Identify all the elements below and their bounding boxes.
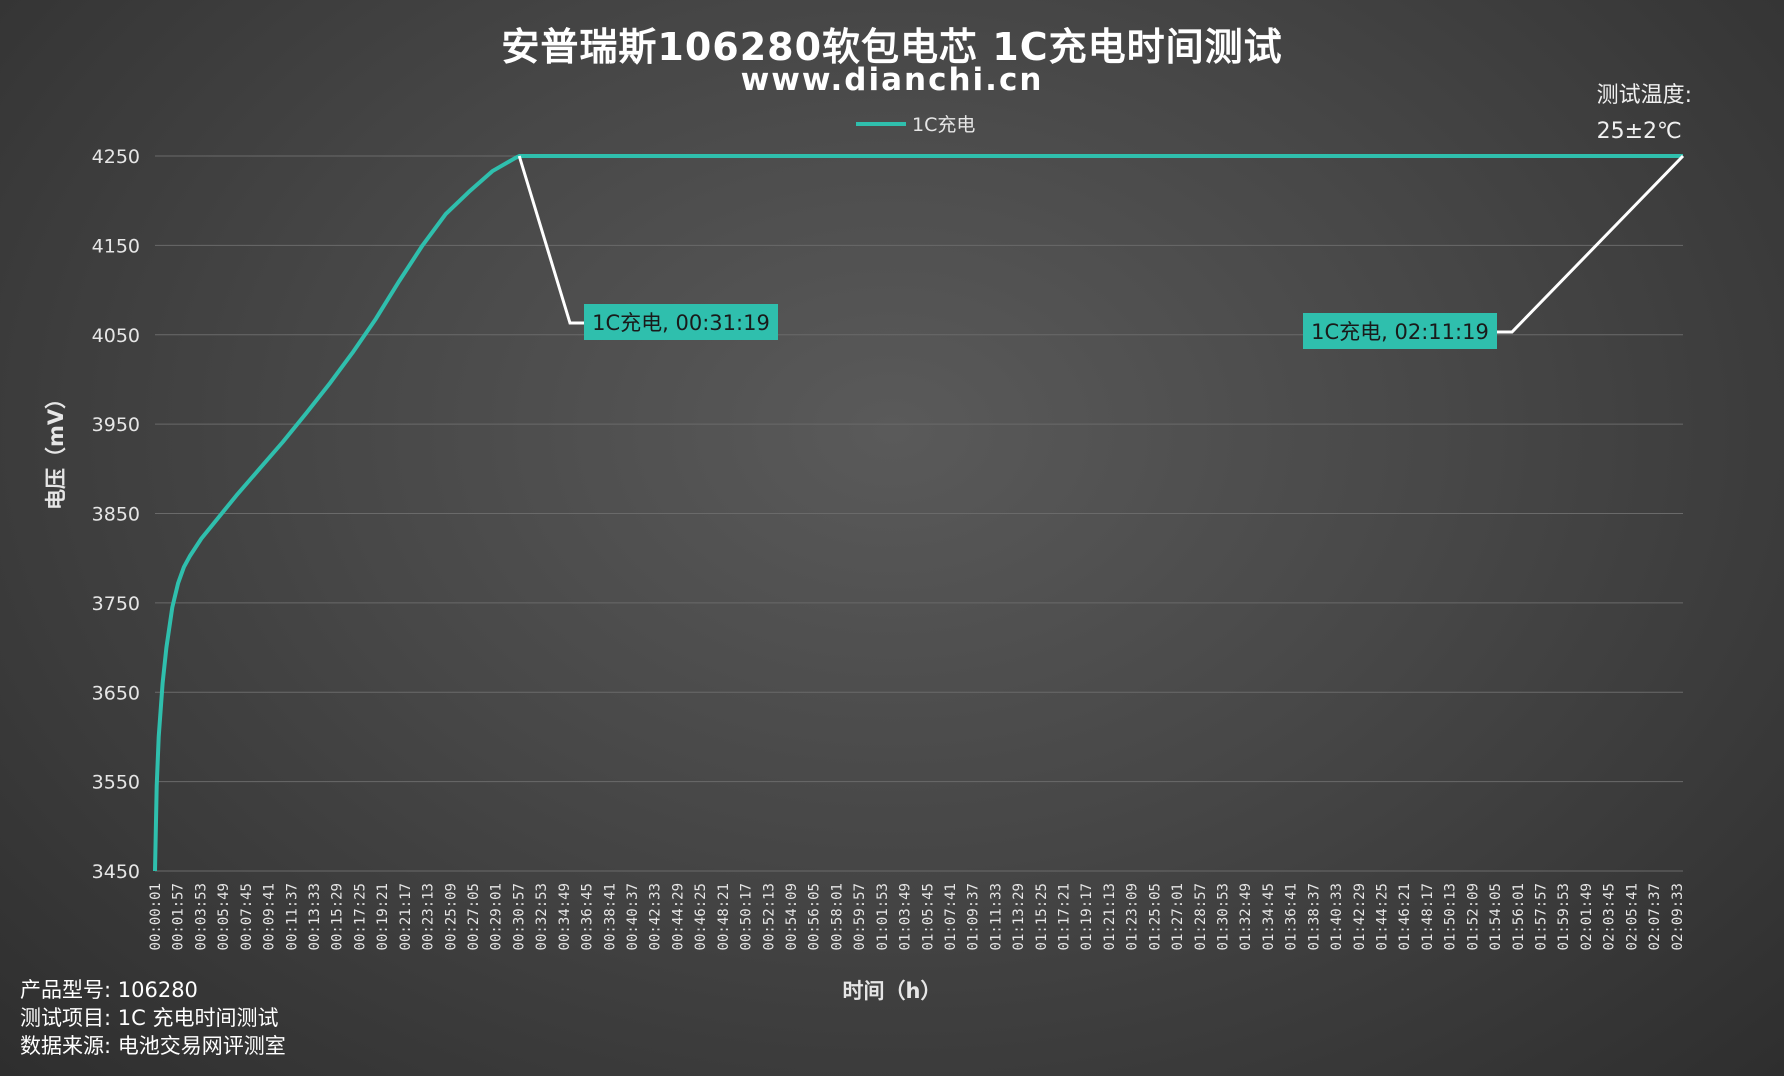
x-tick-label: 00:52:13 [761, 883, 777, 950]
x-tick-label: 00:44:29 [670, 883, 686, 950]
x-tick-label: 01:32:49 [1238, 883, 1254, 950]
footer-info: 产品型号: 106280 测试项目: 1C 充电时间测试 数据来源: 电池交易网… [20, 976, 286, 1060]
x-tick-label: 00:15:29 [330, 883, 346, 950]
x-tick-label: 01:05:45 [920, 883, 936, 950]
temperature-note: 测试温度: 25±2℃ [1597, 78, 1692, 150]
x-tick-label: 01:44:25 [1375, 883, 1391, 950]
x-tick-label: 00:05:49 [216, 883, 232, 950]
x-tick-label: 00:54:09 [784, 883, 800, 950]
x-tick-label: 00:34:49 [557, 883, 573, 950]
annotation-box [584, 304, 778, 340]
annotation-box [1303, 313, 1497, 349]
x-tick-label: 00:29:01 [489, 883, 505, 950]
y-tick-label: 4050 [92, 325, 140, 347]
x-tick-label: 00:23:13 [421, 883, 437, 950]
x-tick-label: 02:07:37 [1647, 883, 1663, 950]
x-tick-label: 00:40:37 [625, 883, 641, 950]
annotation-leader [517, 155, 584, 325]
x-tick-label: 01:46:21 [1397, 883, 1413, 950]
x-tick-label: 01:09:37 [966, 883, 982, 950]
x-tick-label: 00:50:17 [739, 883, 755, 950]
y-tick-label: 4150 [92, 235, 140, 257]
chart-subtitle: www.dianchi.cn [740, 62, 1044, 98]
legend: 1C充电 [856, 110, 975, 137]
x-tick-label: 00:38:41 [602, 883, 618, 950]
y-tick-label: 3950 [92, 414, 140, 436]
x-tick-label: 01:23:09 [1125, 883, 1141, 950]
x-tick-label: 01:15:25 [1034, 883, 1050, 950]
footer-model: 产品型号: 106280 [20, 978, 198, 1002]
x-tick-label: 02:01:49 [1579, 883, 1595, 950]
x-tick-label: 00:25:09 [443, 883, 459, 950]
x-tick-label: 00:36:45 [580, 883, 596, 950]
y-tick-label: 4250 [92, 146, 140, 168]
x-tick-label: 02:03:45 [1602, 883, 1618, 950]
annotation-label: 1C充电, 00:31:19 [592, 311, 770, 335]
legend-swatch [856, 121, 906, 126]
temperature-value: 25±2℃ [1596, 119, 1682, 144]
y-tick-label: 3550 [92, 772, 140, 794]
x-tick-label: 01:13:29 [1011, 883, 1027, 950]
x-tick-label: 01:57:57 [1534, 883, 1550, 950]
y-tick-label: 3450 [92, 861, 140, 883]
x-tick-label: 00:58:01 [829, 883, 845, 950]
x-tick-label: 01:42:29 [1352, 883, 1368, 950]
x-tick-label: 00:27:05 [466, 883, 482, 950]
temperature-label: 测试温度: [1596, 83, 1692, 108]
x-tick-label: 01:03:49 [898, 883, 914, 950]
y-tick-label: 3750 [92, 593, 140, 615]
x-tick-label: 01:11:33 [988, 883, 1004, 950]
footer-test-item: 测试项目: 1C 充电时间测试 [20, 1006, 279, 1030]
x-tick-label: 00:46:25 [693, 883, 709, 950]
x-tick-label: 00:07:45 [239, 883, 255, 950]
x-tick-label: 02:09:33 [1670, 883, 1686, 950]
x-tick-label: 02:05:41 [1624, 883, 1640, 950]
legend-label: 1C充电 [912, 114, 976, 136]
x-axis-label: 时间（h） [842, 979, 942, 1003]
x-tick-label: 00:42:33 [648, 883, 664, 950]
footer-source: 数据来源: 电池交易网评测室 [20, 1034, 286, 1058]
series-line-1c-charge [153, 154, 1683, 872]
x-tick-label: 01:25:05 [1147, 883, 1163, 950]
x-tick-label: 00:32:53 [534, 883, 550, 950]
x-tick-label: 00:59:57 [852, 883, 868, 950]
x-tick-label: 00:00:01 [148, 883, 164, 950]
x-tick-label: 01:27:01 [1170, 883, 1186, 950]
x-tick-label: 00:30:57 [511, 883, 527, 950]
x-tick-label: 01:19:17 [1079, 883, 1095, 950]
y-tick-label: 3650 [92, 682, 140, 704]
chart-title: 安普瑞斯106280软包电芯 1C充电时间测试 [501, 25, 1283, 69]
x-tick-label: 00:13:33 [307, 883, 323, 950]
x-tick-label: 01:07:41 [943, 883, 959, 950]
x-tick-label: 00:48:21 [716, 883, 732, 950]
x-tick-label: 00:03:53 [193, 883, 209, 950]
x-tick-label: 01:21:13 [1102, 883, 1118, 950]
x-tick-label: 01:56:01 [1511, 883, 1527, 950]
x-tick-label: 00:21:17 [398, 883, 414, 950]
annotation-leader [1497, 154, 1685, 334]
x-tick-label: 01:38:37 [1306, 883, 1322, 950]
x-tick-label: 01:01:53 [875, 883, 891, 950]
x-tick-label: 01:50:13 [1443, 883, 1459, 950]
x-tick-label: 00:09:41 [262, 883, 278, 950]
x-tick-label: 00:56:05 [807, 883, 823, 950]
x-tick-label: 00:11:37 [284, 883, 300, 950]
x-tick-label: 01:17:21 [1057, 883, 1073, 950]
x-tick-label: 01:52:09 [1465, 883, 1481, 950]
x-tick-label: 01:59:53 [1556, 883, 1572, 950]
x-tick-label: 01:48:17 [1420, 883, 1436, 950]
x-tick-label: 01:30:53 [1216, 883, 1232, 950]
x-tick-label: 01:54:05 [1488, 883, 1504, 950]
x-tick-label: 01:34:45 [1261, 883, 1277, 950]
x-tick-label: 01:36:41 [1284, 883, 1300, 950]
x-tick-label: 00:01:57 [171, 883, 187, 950]
x-tick-label: 00:19:21 [375, 883, 391, 950]
x-tick-label: 00:17:25 [352, 883, 368, 950]
x-tick-label: 01:28:57 [1193, 883, 1209, 950]
annotation-label: 1C充电, 02:11:19 [1311, 320, 1489, 344]
x-tick-label: 01:40:33 [1329, 883, 1345, 950]
y-tick-label: 3850 [92, 504, 140, 526]
